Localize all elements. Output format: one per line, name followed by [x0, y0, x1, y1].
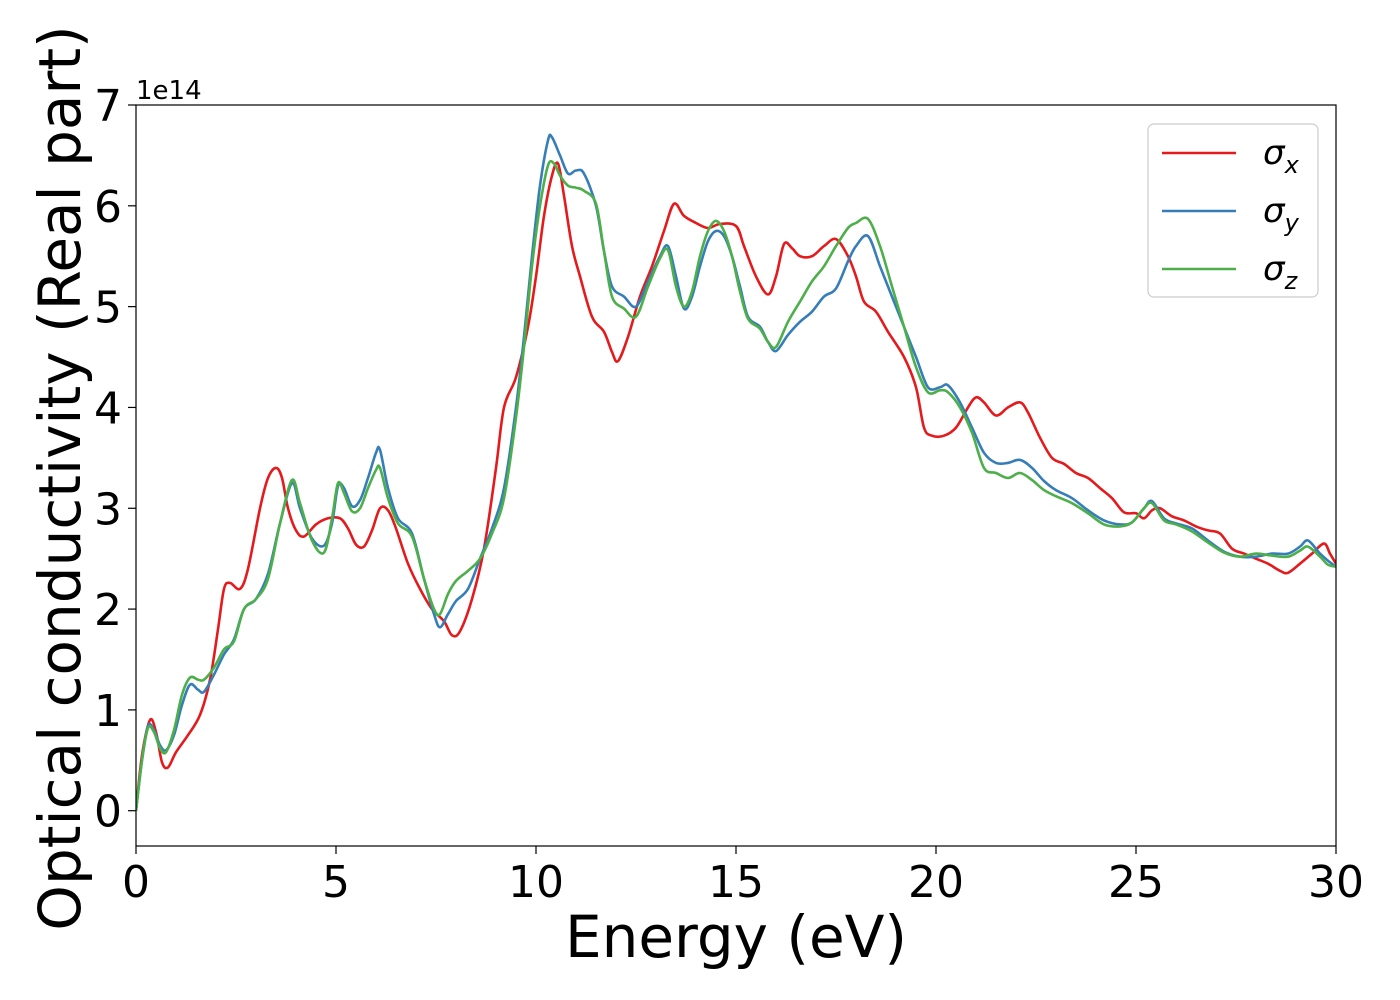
y-axis-label: Optical conductivity (Real part) [26, 25, 94, 930]
x-tick-label: 10 [508, 857, 564, 908]
y-tick-label: 1 [94, 686, 122, 737]
y-tick-label: 5 [94, 283, 122, 334]
y-tick-label: 2 [94, 585, 122, 636]
y-tick-label: 3 [94, 484, 122, 535]
y-axis: 0 1 2 3 4 5 6 7 [94, 81, 136, 838]
legend-label-y: σy [1263, 191, 1300, 237]
legend-label-sub: y [1284, 209, 1300, 237]
legend-label-main: σ [1263, 133, 1286, 173]
x-tick-label: 0 [122, 857, 150, 908]
y-offset-label: 1e14 [136, 76, 202, 106]
x-axis-label: Energy (eV) [565, 903, 907, 971]
series-line-x [136, 161, 1336, 811]
y-tick-label: 0 [94, 787, 122, 838]
y-tick-label: 6 [94, 182, 122, 233]
y-tick-label: 4 [94, 383, 122, 434]
legend-label-sub: z [1284, 267, 1299, 295]
x-tick-label: 20 [908, 857, 964, 908]
x-tick-label: 30 [1308, 857, 1364, 908]
series-layer [136, 133, 1336, 811]
legend-label-main: σ [1263, 191, 1286, 231]
y-tick-label: 7 [94, 81, 122, 132]
legend-label-z: σz [1263, 249, 1299, 295]
legend-label-main: σ [1263, 249, 1286, 289]
x-tick-label: 25 [1108, 857, 1164, 908]
legend-label-x: σx [1263, 133, 1300, 179]
x-tick-label: 15 [708, 857, 764, 908]
series-line-z [136, 159, 1336, 811]
x-axis: 0 5 10 15 20 25 30 [122, 846, 1364, 908]
x-tick-label: 5 [322, 857, 350, 908]
legend-label-sub: x [1284, 151, 1300, 179]
